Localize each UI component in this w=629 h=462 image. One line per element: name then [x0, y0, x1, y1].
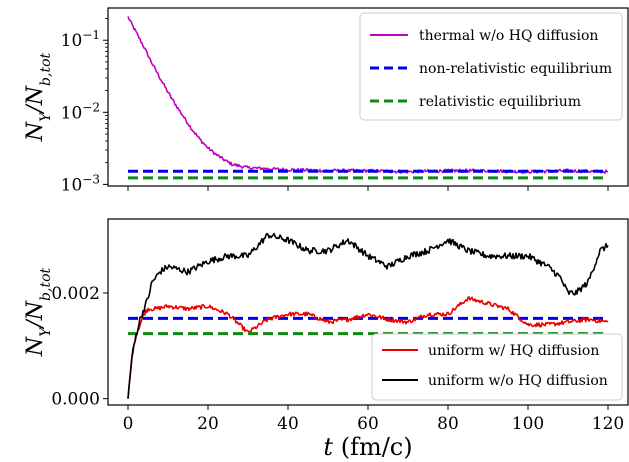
bottom-xtick-label: 60	[357, 414, 379, 434]
bottom-panel: 0.000 0.002 0 20 40 60 80 100 120 NΥ/Nb,tot t (…	[23, 218, 629, 461]
bottom-xtick-label: 100	[512, 414, 544, 434]
bottom-xtick-label: 40	[277, 414, 299, 434]
bottom-xtick-label: 0	[123, 414, 134, 434]
bottom-legend-box	[371, 333, 623, 401]
bottom-legend: uniform w/ HQ diffusion uniform w/o HQ d…	[371, 333, 623, 401]
bottom-xtick-label: 80	[437, 414, 459, 434]
legend-label-rel-eq: relativistic equilibrium	[419, 94, 581, 110]
legend-label-nonrel-eq: non-relativistic equilibrium	[419, 61, 612, 77]
top-ytick-label: 10−1	[61, 28, 100, 51]
x-axis-label: t (fm/c)	[323, 433, 412, 461]
bottom-ytick-label: 0.002	[51, 284, 100, 304]
top-ytick-label: 10−2	[61, 100, 100, 123]
bottom-y-axis-label: NΥ/Nb,tot	[23, 267, 54, 357]
bottom-series-uniform-w-o-hq-diffusion	[127, 232, 609, 399]
bottom-xtick-label: 20	[197, 414, 219, 434]
top-legend-box	[359, 12, 623, 121]
legend-label-thermal: thermal w/o HQ diffusion	[419, 28, 598, 44]
bottom-xtick-label: 120	[592, 414, 624, 434]
legend-label-uniform-wo: uniform w/o HQ diffusion	[428, 373, 608, 389]
bottom-series-uniform-w-hq-diffusion	[127, 296, 609, 399]
bottom-ytick-label: 0.000	[51, 390, 100, 410]
top-ytick-label: 10−3	[61, 172, 100, 195]
legend-label-uniform-w: uniform w/ HQ diffusion	[428, 343, 599, 359]
top-y-axis-label: NΥ/Nb,tot	[23, 52, 54, 142]
top-panel: 10−1 10−2 10−3 NΥ/Nb,tot thermal w/o HQ di…	[23, 7, 629, 195]
top-legend: thermal w/o HQ diffusion non-relativisti…	[359, 12, 623, 121]
